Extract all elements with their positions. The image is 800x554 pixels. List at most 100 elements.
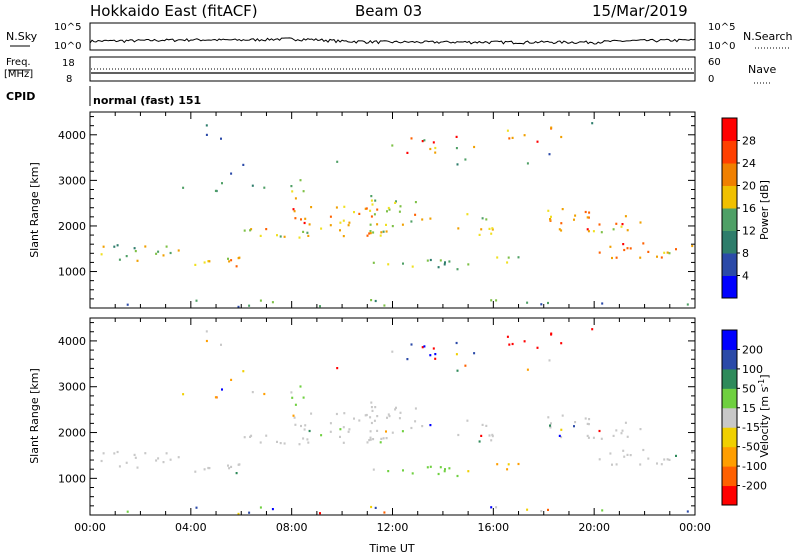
heatmap-cell xyxy=(491,227,494,230)
heatmap-cell xyxy=(203,468,206,471)
heatmap-cell xyxy=(382,230,385,233)
heatmap-cell xyxy=(601,302,604,305)
heatmap-cell xyxy=(615,256,618,259)
heatmap-cell xyxy=(162,461,165,464)
colorbar-swatch xyxy=(722,185,737,209)
heatmap-cell xyxy=(133,247,136,250)
heatmap-cell xyxy=(443,470,446,473)
heatmap-cell xyxy=(560,342,563,345)
heatmap-cell xyxy=(319,512,321,515)
colorbar-swatch xyxy=(722,253,737,276)
heatmap-cell xyxy=(421,218,424,221)
heatmap-cell xyxy=(370,199,373,202)
heatmap-cell xyxy=(238,463,241,466)
heatmap-cell xyxy=(379,234,382,237)
heatmap-cell xyxy=(490,232,493,235)
heatmap-cell xyxy=(574,214,577,217)
heatmap-cell xyxy=(238,256,241,259)
y-tick-label: 3000 xyxy=(58,174,86,187)
heatmap-cell xyxy=(485,424,488,427)
heatmap-cell xyxy=(126,510,129,513)
freq-panel-frame xyxy=(89,56,696,82)
heatmap-cell xyxy=(406,358,409,361)
heatmap-cell xyxy=(457,433,460,437)
colorbar-tick-label: 100 xyxy=(742,363,763,376)
heatmap-cell xyxy=(126,303,129,306)
heatmap-cell xyxy=(102,245,105,248)
heatmap-cell xyxy=(642,242,645,245)
colorbar-swatch xyxy=(722,485,737,506)
heatmap-cell xyxy=(276,440,278,443)
power-panel-frame xyxy=(89,111,696,309)
nave-tick-top: 60 xyxy=(708,57,721,68)
nsky-polyline xyxy=(89,37,696,45)
heatmap-cell xyxy=(620,432,623,435)
heatmap-cell xyxy=(560,229,563,232)
heatmap-cell xyxy=(448,467,451,470)
heatmap-cell xyxy=(165,245,168,248)
heatmap-cell xyxy=(374,299,377,303)
heatmap-cell xyxy=(366,441,369,444)
heatmap-cell xyxy=(283,442,286,445)
heatmap-cell xyxy=(394,201,397,204)
heatmap-cell xyxy=(536,346,539,349)
heatmap-cell xyxy=(611,256,613,260)
heatmap-cell xyxy=(235,265,238,268)
heatmap-cell xyxy=(586,216,589,219)
heatmap-cell xyxy=(549,218,551,221)
x-tick-label: 16:00 xyxy=(477,521,509,534)
freq-tick-top: 18 xyxy=(62,58,75,69)
colorbar-swatch xyxy=(722,163,737,186)
heatmap-cell xyxy=(434,353,437,356)
heatmap-cell xyxy=(429,354,432,357)
heatmap-cell xyxy=(540,510,543,513)
heatmap-cell xyxy=(395,406,397,409)
heatmap-cell xyxy=(444,261,446,264)
heatmap-cell xyxy=(155,459,158,462)
heatmap-cell xyxy=(194,263,197,266)
heatmap-cell xyxy=(480,228,483,231)
heatmap-cell xyxy=(134,250,137,253)
heatmap-cell xyxy=(547,416,550,419)
heatmap-cell xyxy=(586,434,589,437)
y-tick-label: 4000 xyxy=(58,129,86,142)
heatmap-cell xyxy=(647,457,650,460)
heatmap-cell xyxy=(517,256,520,259)
heatmap-cell xyxy=(598,251,601,254)
heatmap-cell xyxy=(439,259,442,262)
nsky-tick-bottom: 10^0 xyxy=(54,41,81,52)
heatmap-cell xyxy=(307,234,310,237)
heatmap-cell xyxy=(259,506,262,509)
velocity-colorbar-label-main: Velocity [m s xyxy=(758,386,771,457)
heatmap-cell xyxy=(686,510,689,513)
heatmap-cell xyxy=(208,467,211,470)
cpid-value: normal (fast) 151 xyxy=(93,94,201,107)
heatmap-cell xyxy=(437,472,440,476)
heatmap-cell xyxy=(466,419,469,422)
heatmap-cell xyxy=(376,429,379,432)
heatmap-cell xyxy=(290,391,293,394)
velocity-heatmap-cells xyxy=(100,328,694,515)
heatmap-cell xyxy=(306,438,309,441)
nsky-tick-top: 10^5 xyxy=(54,22,81,33)
heatmap-cell xyxy=(243,436,246,439)
heatmap-cell xyxy=(369,230,372,233)
heatmap-cell xyxy=(291,396,294,399)
cpid-label: CPID xyxy=(6,90,35,103)
heatmap-cell xyxy=(686,303,689,306)
heatmap-cell xyxy=(508,343,511,346)
heatmap-cell xyxy=(398,417,401,420)
heatmap-cell xyxy=(456,369,459,372)
heatmap-cell xyxy=(609,452,612,455)
heatmap-cell xyxy=(414,201,417,204)
heatmap-cell xyxy=(177,456,180,459)
heatmap-cell xyxy=(379,441,382,444)
heatmap-cell xyxy=(376,223,379,226)
heatmap-cell xyxy=(271,508,274,511)
heatmap-cell xyxy=(506,129,509,132)
power-colorbar: 4 8 12 16 20 24 28 xyxy=(721,117,756,299)
heatmap-cell xyxy=(372,261,375,264)
heatmap-cell xyxy=(574,421,577,424)
velocity-colorbar-label-close: ] xyxy=(758,374,771,378)
heatmap-cell xyxy=(113,245,116,248)
